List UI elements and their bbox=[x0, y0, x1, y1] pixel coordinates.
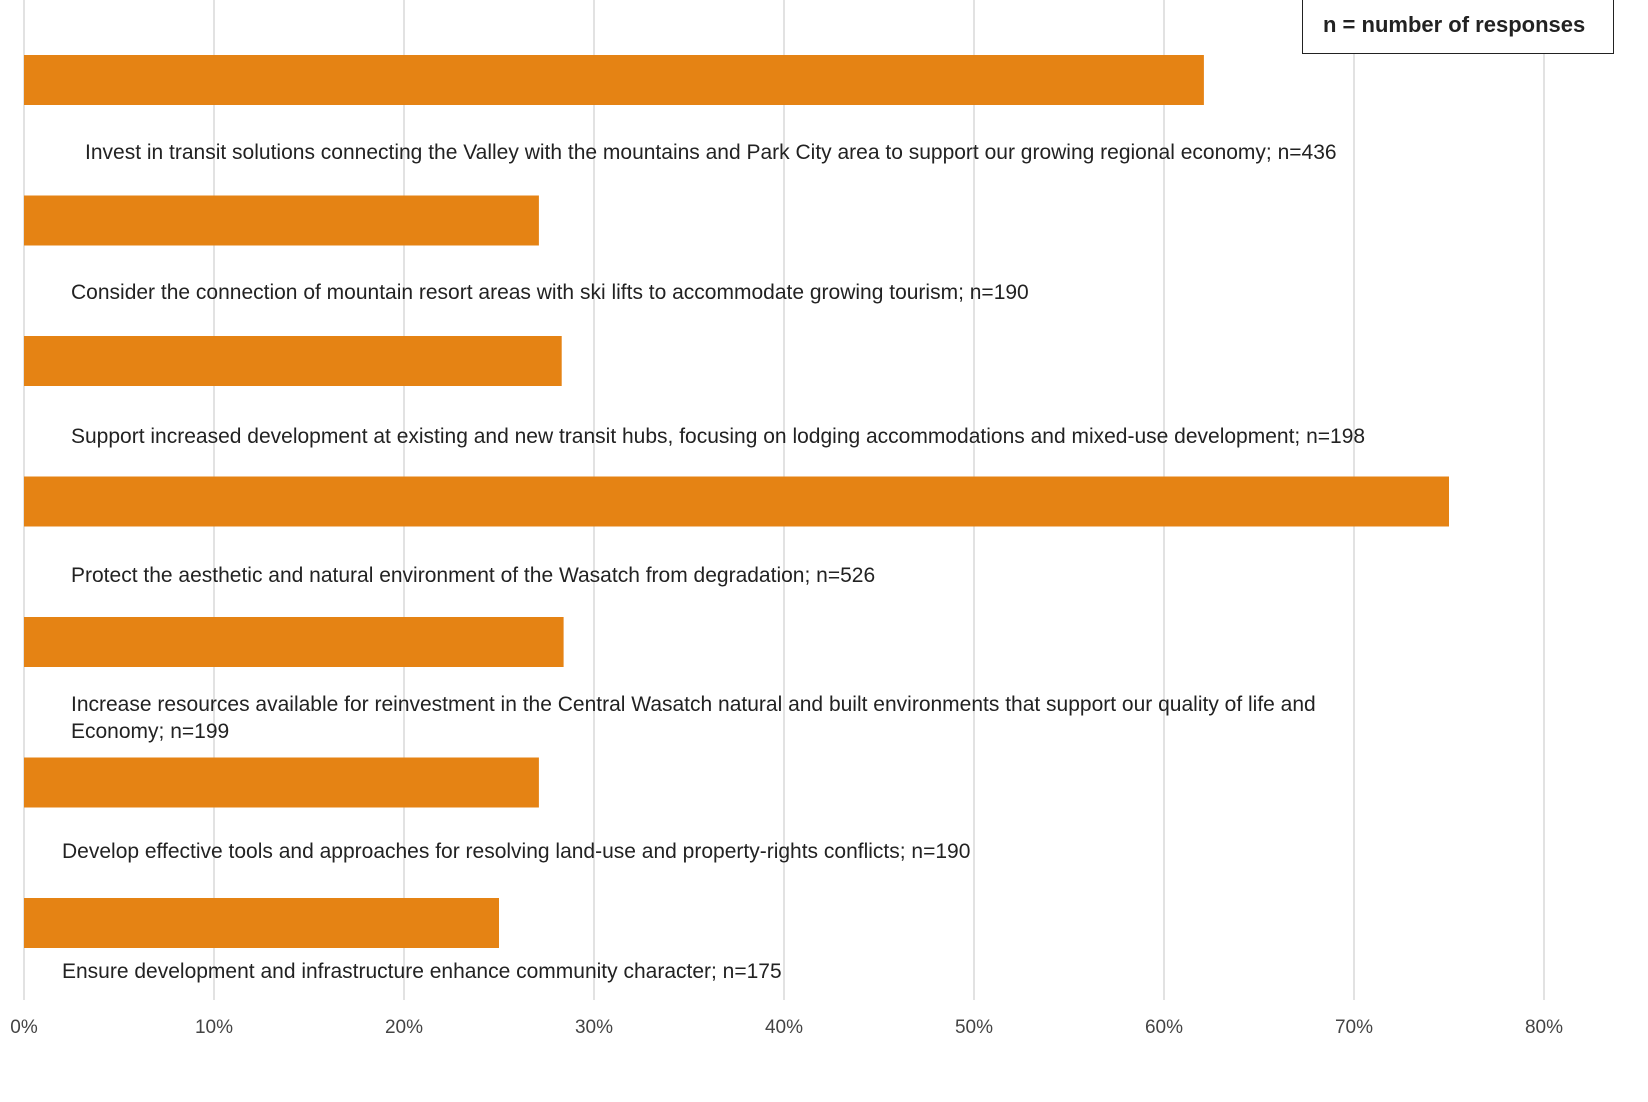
x-tick-label: 10% bbox=[195, 1017, 233, 1038]
bar bbox=[24, 55, 1204, 105]
category-label: Economy; n=199 bbox=[71, 720, 229, 743]
category-label: Ensure development and infrastructure en… bbox=[62, 960, 782, 983]
bar bbox=[24, 195, 539, 246]
x-tick-label: 20% bbox=[385, 1017, 423, 1038]
category-label: Support increased development at existin… bbox=[71, 425, 1365, 448]
x-tick-label: 60% bbox=[1145, 1017, 1183, 1038]
bar bbox=[24, 757, 539, 808]
x-tick-label: 50% bbox=[955, 1017, 993, 1038]
x-axis-ticks: 0% 10% 20% 30% 40% 50% 60% 70% 80% bbox=[10, 1017, 1563, 1038]
category-label: Invest in transit solutions connecting t… bbox=[85, 141, 1337, 164]
category-label: Increase resources available for reinves… bbox=[71, 693, 1316, 716]
category-label: Protect the aesthetic and natural enviro… bbox=[71, 564, 875, 587]
bar bbox=[24, 898, 499, 948]
x-tick-label: 40% bbox=[765, 1017, 803, 1038]
x-tick-label: 0% bbox=[10, 1017, 38, 1038]
category-label: Develop effective tools and approaches f… bbox=[62, 840, 970, 863]
bars bbox=[24, 55, 1449, 948]
x-tick-label: 70% bbox=[1335, 1017, 1373, 1038]
category-label: Consider the connection of mountain reso… bbox=[71, 281, 1029, 304]
category-labels: Invest in transit solutions connecting t… bbox=[62, 141, 1365, 983]
x-tick-label: 80% bbox=[1525, 1017, 1563, 1038]
legend-note: n = number of responses bbox=[1302, 0, 1614, 54]
x-tick-label: 30% bbox=[575, 1017, 613, 1038]
bar bbox=[24, 617, 564, 667]
bar bbox=[24, 336, 562, 386]
bar bbox=[24, 476, 1449, 527]
